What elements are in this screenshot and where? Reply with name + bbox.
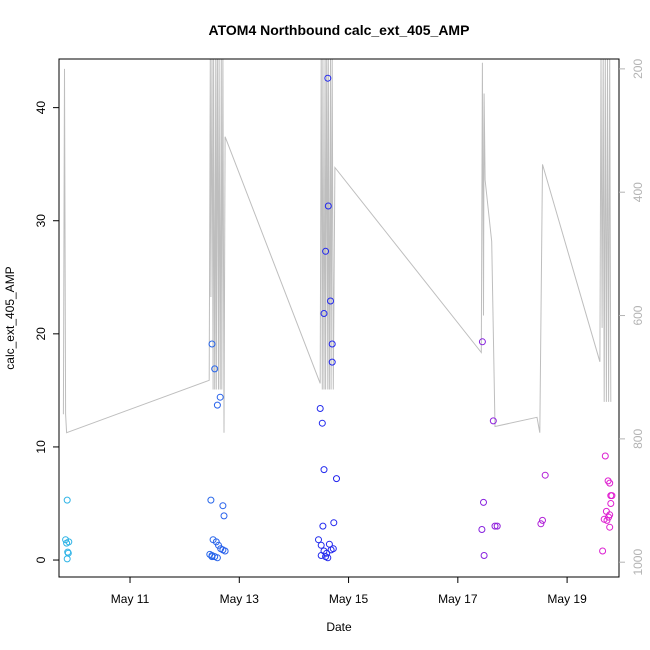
y2-tick-label: 1000 (631, 549, 645, 576)
x-tick-label: May 15 (329, 592, 369, 606)
data-point (322, 247, 330, 255)
data-point (216, 393, 224, 401)
data-point (63, 555, 71, 563)
data-point (605, 513, 613, 521)
x-axis-label: Date (326, 620, 352, 634)
data-point (316, 405, 324, 412)
data-point (606, 523, 614, 531)
data-point (317, 541, 325, 549)
data-point (330, 519, 338, 527)
data-point (539, 516, 546, 524)
data-point (328, 340, 336, 348)
data-point (327, 297, 334, 305)
y-tick-label: 40 (34, 101, 48, 115)
data-point (491, 522, 499, 530)
axes-layer: May 11 May 13 May 15 May 17 May 19 0 10 20 30 40 2… (34, 58, 645, 606)
x-tick-label: May 13 (220, 592, 260, 606)
data-point (478, 338, 486, 346)
data-point (324, 554, 332, 562)
data-point (478, 526, 486, 533)
data-point (599, 547, 607, 555)
depth-line (62, 59, 612, 434)
data-point (63, 496, 71, 504)
plot-frame (58, 58, 620, 578)
data-point (324, 202, 332, 210)
y-tick-label: 10 (34, 440, 48, 454)
x-tick-label: May 11 (111, 592, 150, 606)
data-point (541, 471, 549, 479)
chart-title: ATOM4 Northbound calc_ext_405_AMP (209, 22, 470, 38)
data-point (317, 552, 325, 559)
data-point (606, 479, 614, 487)
data-point (320, 466, 328, 474)
data-point (604, 477, 612, 485)
data-point (602, 507, 610, 515)
depth-line-layer (62, 59, 612, 434)
y-tick-label: 20 (34, 327, 48, 341)
data-point (328, 358, 336, 366)
data-point (208, 553, 216, 561)
data-point (480, 498, 487, 506)
data-point (607, 500, 615, 507)
data-point (537, 520, 545, 528)
data-point (493, 522, 501, 530)
data-point (213, 401, 221, 409)
data-point (320, 310, 328, 317)
x-tick-label: May 17 (438, 592, 478, 606)
y2-tick-label: 800 (631, 429, 645, 449)
data-point (319, 522, 327, 530)
data-point (221, 547, 229, 555)
data-point (603, 516, 611, 524)
y-tick-label: 30 (34, 214, 48, 228)
x-tick-label: May 19 (547, 592, 587, 606)
data-point (333, 475, 340, 483)
data-point (315, 536, 322, 544)
data-point (208, 340, 216, 348)
y2-tick-label: 400 (631, 182, 645, 202)
data-point (480, 552, 488, 559)
points-layer (62, 74, 616, 563)
data-point (65, 538, 73, 546)
y2-tick-label: 200 (631, 59, 645, 79)
data-point (219, 502, 227, 510)
data-point (489, 417, 497, 425)
data-point (327, 546, 335, 554)
data-point (324, 74, 332, 82)
data-point (318, 419, 326, 427)
y-tick-label: 0 (34, 556, 48, 563)
data-point (211, 365, 219, 373)
data-point (601, 452, 609, 460)
y-axis-label: calc_ext_405_AMP (3, 266, 17, 369)
data-point (207, 496, 215, 504)
data-point (608, 492, 616, 500)
data-point (220, 512, 228, 520)
y2-tick-label: 600 (631, 305, 645, 325)
